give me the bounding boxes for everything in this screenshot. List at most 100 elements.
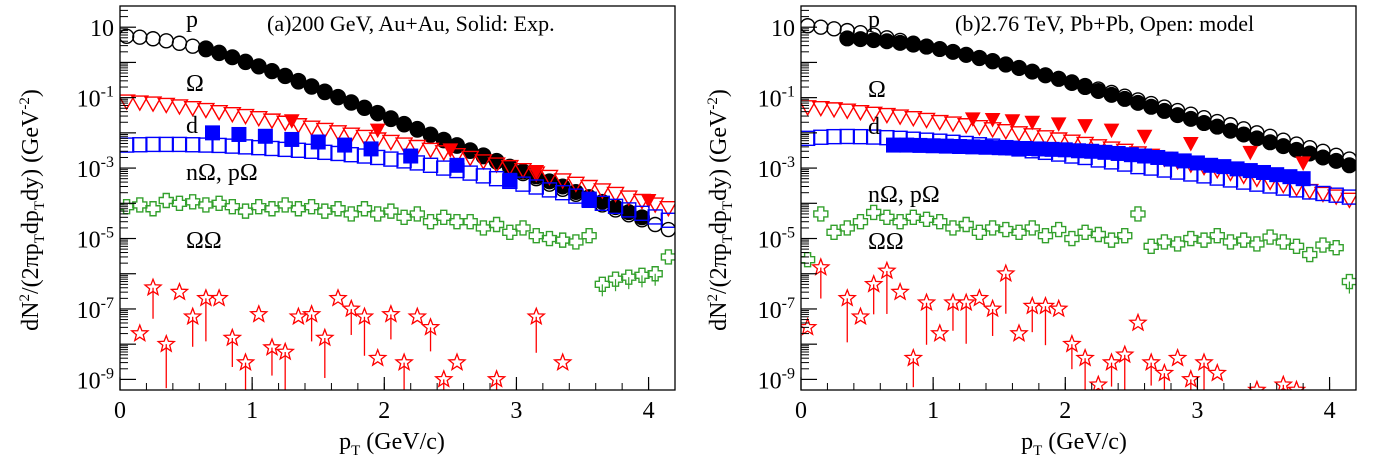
point-omega (1024, 115, 1041, 131)
x-tick-label: 4 (1324, 398, 1336, 424)
point-p (1037, 67, 1054, 84)
point-nomega-pomega (303, 199, 320, 215)
point-omegaomega (1273, 374, 1294, 390)
point-omega (1295, 156, 1311, 171)
point-d (528, 179, 544, 195)
point-omega (196, 102, 216, 119)
point-nomega-pomega (1064, 230, 1080, 247)
point-d (886, 137, 901, 153)
point-omegaomega (916, 292, 937, 312)
point-d (1203, 157, 1219, 173)
point-omegaomega (433, 369, 454, 388)
point-nomega-pomega (852, 214, 869, 230)
point-omegaomega (288, 306, 309, 326)
y-tick-label: 10-7 (77, 295, 114, 324)
point-omega (890, 109, 910, 126)
point-p (1314, 149, 1331, 166)
point-omega (302, 120, 321, 137)
point-omega (421, 142, 440, 159)
point-nomega-pomega (1341, 273, 1356, 290)
point-p (892, 34, 909, 51)
point-omega (500, 159, 520, 177)
point-d (581, 193, 597, 209)
point-p (1235, 126, 1252, 143)
point-omega (593, 183, 612, 200)
svg-text:pT (GeV/c): pT (GeV/c) (339, 429, 445, 459)
point-omega (170, 99, 189, 116)
series-label-p-b: p (868, 7, 880, 33)
point-omega (249, 110, 268, 128)
x-tick-label: 1 (927, 398, 939, 424)
point-omega (619, 190, 638, 207)
point-p (1050, 70, 1067, 87)
point-omega (1077, 119, 1093, 134)
point-omegaomega (275, 341, 296, 361)
point-d (1256, 164, 1271, 180)
point-nomega-pomega (839, 220, 855, 236)
point-p (1024, 63, 1041, 80)
point-p (918, 38, 935, 55)
point-omegaomega (314, 327, 335, 347)
point-nomega-pomega (1288, 238, 1305, 255)
point-omegaomega (129, 323, 150, 342)
point-omegaomega (982, 298, 1003, 318)
point-p (224, 49, 241, 66)
point-omega (1050, 117, 1067, 132)
point-omega (640, 194, 657, 209)
point-nomega-pomega (932, 214, 948, 230)
point-omegaomega (863, 273, 884, 293)
point-omega (540, 169, 559, 186)
point-d (205, 125, 220, 141)
point-d (912, 137, 928, 153)
point-d (475, 168, 492, 184)
y-tick-label: 10-3 (758, 154, 795, 183)
series-label-omegaomega-a: ΩΩ (186, 228, 222, 254)
point-d (1084, 143, 1100, 159)
point-nomega-pomega (1037, 228, 1054, 244)
point-omegaomega (969, 288, 990, 307)
point-d (1295, 171, 1311, 187)
point-p (878, 33, 895, 50)
point-nomega-pomega (647, 266, 663, 282)
y-tick-label: 10-1 (758, 84, 795, 113)
point-p (1129, 94, 1146, 111)
point-d (132, 137, 148, 153)
point-nomega-pomega (198, 197, 214, 213)
point-omega (956, 118, 976, 135)
point-nomega-pomega (865, 204, 882, 221)
x-tick-label: 2 (378, 398, 390, 424)
point-omega (209, 104, 229, 122)
point-nomega-pomega (971, 224, 988, 241)
point-p (1262, 134, 1279, 151)
series-omegaomega-star-open-b (801, 257, 1307, 390)
point-omegaomega (1207, 362, 1228, 382)
point-nomega-pomega (801, 252, 816, 268)
point-d (938, 138, 954, 154)
point-nomega-pomega (1169, 236, 1186, 252)
point-nomega-pomega (621, 269, 637, 285)
y-tick-label: 10-3 (77, 154, 114, 183)
point-p (1222, 122, 1239, 139)
point-omegaomega (248, 304, 269, 323)
point-omegaomega (801, 317, 818, 336)
plot-area-b (801, 18, 1356, 390)
point-omegaomega (850, 306, 871, 326)
point-omegaomega (262, 337, 282, 356)
point-p (1341, 157, 1356, 174)
point-omegaomega (956, 292, 977, 312)
point-omega (1036, 130, 1055, 147)
point-omegaomega (381, 304, 401, 323)
x-tick-label: 3 (510, 398, 522, 424)
point-omega (394, 137, 414, 154)
x-tick-label: 2 (1059, 398, 1071, 424)
point-nomega-pomega (132, 197, 148, 213)
point-nomega-pomega (1209, 228, 1225, 244)
point-nomega-pomega (660, 249, 675, 265)
markers-a (120, 28, 675, 390)
series-label-d-b: d (868, 114, 880, 140)
series-label-p-a: p (186, 7, 198, 33)
point-omega (262, 113, 282, 130)
point-p (997, 56, 1014, 73)
point-nomega-pomega (224, 199, 241, 215)
point-d (554, 184, 571, 201)
